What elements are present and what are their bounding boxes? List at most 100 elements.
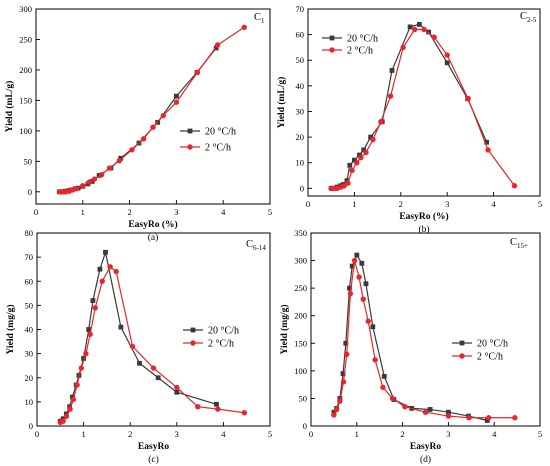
data-point [90, 298, 96, 303]
data-point [129, 343, 136, 350]
y-tick-label: 200 [294, 311, 307, 321]
data-point [80, 183, 86, 189]
data-point [174, 389, 180, 395]
data-point [86, 179, 93, 185]
panel-title-main: C [520, 11, 527, 22]
data-point [78, 365, 84, 371]
data-point [347, 285, 352, 291]
series-line [59, 47, 217, 193]
series-rate-20 [331, 252, 490, 423]
data-point [363, 281, 369, 287]
legend-label: 20 °C/h [208, 326, 239, 337]
y-tick-label: 0 [303, 421, 307, 431]
data-point [427, 407, 433, 412]
data-point [333, 406, 340, 413]
data-point [160, 112, 166, 119]
y-tick-label: 250 [19, 34, 32, 44]
x-tick-label: 5 [538, 429, 542, 439]
series-rate-20 [57, 249, 219, 424]
data-point [421, 26, 427, 33]
data-point [118, 155, 124, 161]
y-tick-label: 150 [294, 338, 307, 348]
panel-caption: (c) [148, 454, 159, 465]
y-axis-label: Yield (mg/g) [279, 304, 290, 354]
x-tick-label: 1 [81, 207, 85, 217]
panel-title-subscript: 6-14 [253, 244, 266, 252]
y-tick-label: 150 [19, 95, 32, 105]
data-point [214, 401, 219, 407]
x-tick-label: 2 [400, 429, 404, 439]
panel-title-main: C [254, 12, 261, 23]
data-point [174, 93, 179, 99]
legend-marker [329, 47, 335, 53]
data-point [465, 95, 471, 102]
data-point [444, 60, 450, 66]
panel-title-subscript: 15+ [517, 242, 528, 250]
x-tick-label: 4 [492, 429, 497, 439]
series-line [333, 254, 488, 422]
series-rate-2 [328, 26, 518, 192]
panel-caption: (a) [148, 232, 159, 243]
y-tick-label: 20 [296, 132, 305, 142]
data-point [74, 382, 80, 388]
panel-caption: (d) [420, 454, 431, 465]
x-tick-label: 3 [446, 429, 450, 439]
panel-title-main: C [510, 237, 517, 248]
data-point [331, 409, 337, 415]
y-tick-label: 100 [294, 366, 307, 376]
y-tick-label: 350 [294, 228, 307, 238]
data-point [129, 147, 135, 153]
x-axis-label: EasyRo (%) [128, 219, 177, 230]
legend-marker [187, 128, 193, 134]
y-tick-label: 300 [294, 256, 307, 266]
data-point [214, 42, 221, 48]
series-line [59, 26, 245, 193]
data-point [349, 167, 355, 174]
legend-label: 20 °C/h [477, 339, 508, 350]
data-point [340, 379, 347, 385]
data-point [511, 183, 518, 189]
data-point [402, 404, 408, 410]
data-point [337, 398, 343, 404]
legend-marker [187, 144, 193, 150]
y-tick-label: 10 [25, 397, 34, 407]
y-axis-label: Yield (mg/g) [5, 304, 16, 354]
legend-label: 2 °C/h [205, 143, 231, 154]
data-point [484, 418, 490, 423]
data-point [150, 124, 156, 130]
x-tick-label: 0 [34, 207, 38, 217]
data-point [486, 415, 492, 421]
y-tick-label: 10 [296, 158, 305, 168]
data-point [340, 371, 346, 377]
x-tick-label: 2 [127, 207, 131, 217]
legend-label: 20 °C/h [347, 34, 378, 45]
legend-label: 2 °C/h [208, 339, 234, 350]
data-point [387, 93, 394, 99]
data-point [389, 68, 395, 73]
data-point [150, 365, 157, 371]
legend: 20 °C/h 2 °C/h [180, 127, 236, 154]
x-tick-label: 3 [445, 199, 449, 209]
data-point [70, 396, 77, 403]
data-point [331, 412, 337, 418]
x-tick-label: 5 [268, 207, 272, 217]
data-point [344, 351, 350, 358]
data-point [363, 149, 369, 156]
data-point [97, 266, 103, 272]
legend-marker [190, 327, 196, 333]
data-point [512, 415, 518, 421]
data-point [356, 274, 362, 280]
y-tick-label: 30 [25, 349, 34, 359]
y-tick-label: 30 [296, 106, 305, 116]
legend-marker [329, 35, 335, 41]
x-axis-label: EasyRo [410, 442, 441, 452]
data-point [140, 136, 147, 142]
x-tick-label: 1 [355, 429, 359, 439]
data-point [347, 290, 354, 297]
data-point [352, 157, 357, 163]
data-point [445, 413, 452, 419]
series-rate-2 [331, 257, 518, 421]
data-point [73, 186, 79, 192]
panel-caption: (b) [418, 224, 429, 235]
